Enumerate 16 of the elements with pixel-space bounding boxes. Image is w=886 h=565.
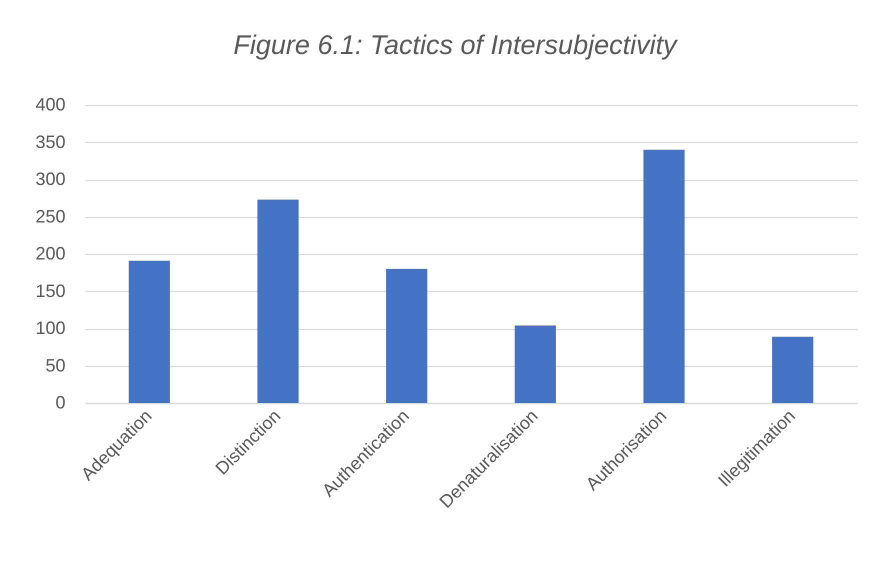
y-tick-label: 300 bbox=[35, 169, 66, 189]
bar bbox=[257, 200, 299, 403]
chart-title: Figure 6.1: Tactics of Intersubjectivity bbox=[233, 30, 678, 60]
y-tick-label: 400 bbox=[35, 94, 66, 114]
bar bbox=[386, 268, 428, 403]
y-tick-label: 150 bbox=[35, 280, 66, 301]
bar bbox=[643, 150, 685, 403]
y-tick-label: 250 bbox=[35, 206, 66, 226]
y-tick-label: 100 bbox=[35, 318, 66, 338]
bar bbox=[128, 260, 170, 403]
y-tick-label: 50 bbox=[45, 355, 66, 376]
y-tick-label: 350 bbox=[35, 132, 66, 152]
bar bbox=[772, 336, 814, 403]
bar bbox=[514, 326, 556, 403]
y-tick-label: 0 bbox=[55, 392, 66, 412]
y-tick-label: 200 bbox=[35, 244, 66, 264]
